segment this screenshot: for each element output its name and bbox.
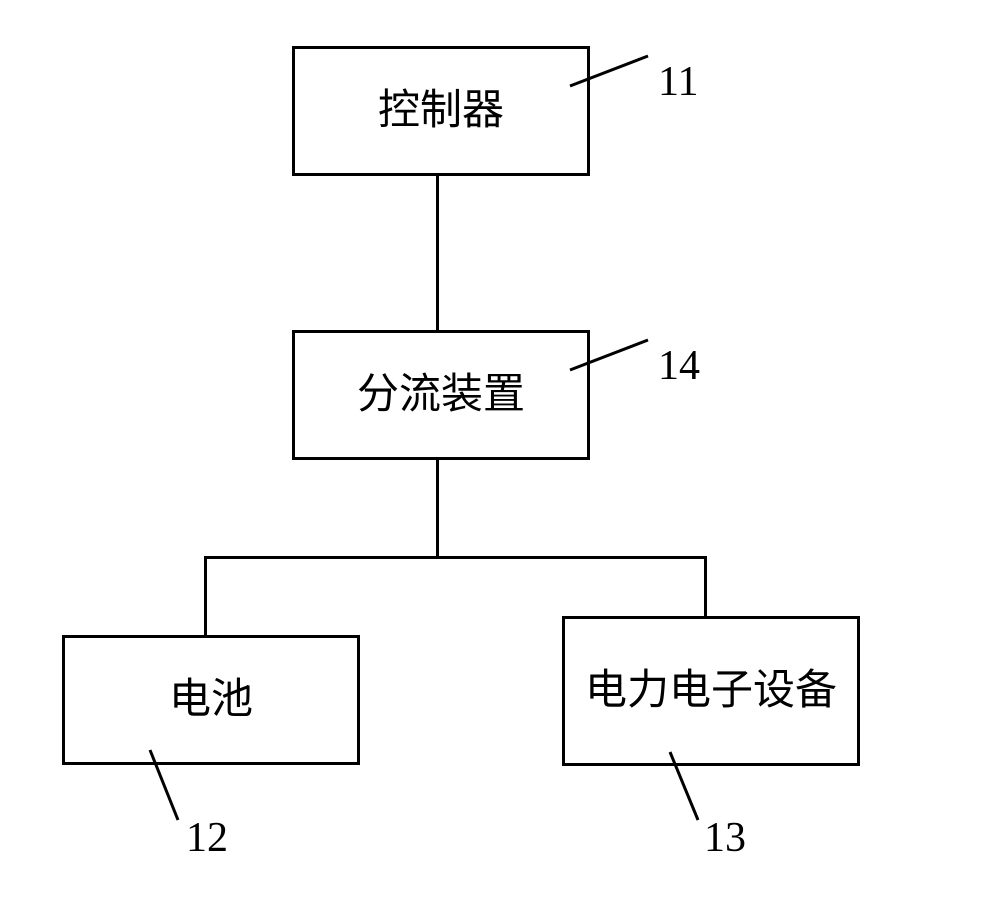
- edge-junction-battery: [204, 556, 207, 637]
- node-controller: 控制器: [292, 46, 590, 176]
- edge-controller-shunt: [436, 176, 439, 332]
- node-shunt-label: 分流装置: [357, 370, 525, 420]
- node-power-label: 电力电子设备: [585, 666, 837, 716]
- ref-label-shunt: 14: [658, 342, 700, 390]
- node-battery: 电池: [62, 635, 360, 765]
- ref-label-battery: 12: [186, 814, 228, 862]
- node-controller-label: 控制器: [378, 86, 504, 136]
- edge-horizontal: [204, 556, 707, 559]
- ref-label-power: 13: [704, 814, 746, 862]
- edge-junction-power: [704, 556, 707, 618]
- edge-shunt-junction: [436, 460, 439, 558]
- node-shunt: 分流装置: [292, 330, 590, 460]
- node-power: 电力电子设备: [562, 616, 860, 766]
- node-battery-label: 电池: [169, 675, 253, 725]
- ref-label-controller: 11: [658, 58, 698, 106]
